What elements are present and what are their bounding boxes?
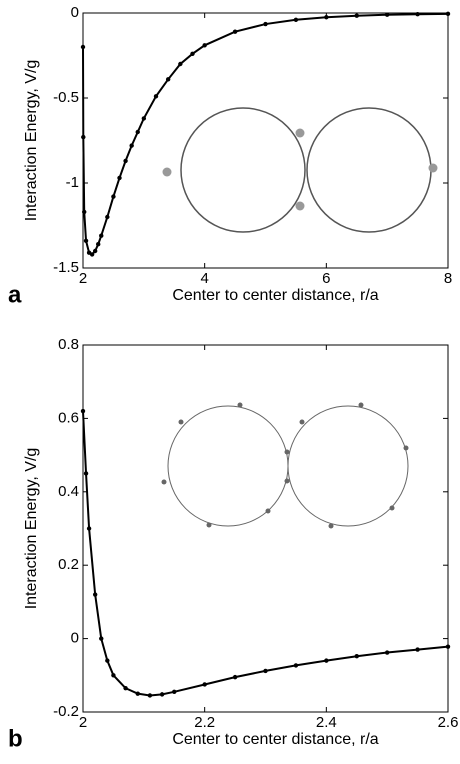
data-point [83,471,89,476]
data-point [384,12,390,17]
data-point [324,658,329,663]
data-point [129,143,134,148]
data-point [202,43,207,48]
panel-label: b [8,725,23,752]
y-tick-label: 0 [71,630,79,647]
data-point [111,194,116,199]
data-point [99,636,104,641]
y-axis-label: Interaction Energy, V/g [23,60,40,222]
data-point [135,129,140,135]
plot-frame [82,12,449,269]
data-point [190,51,195,56]
data-point [80,44,86,50]
data-point [147,693,153,698]
x-axis-label: Center to center distance, r/a [172,287,378,304]
data-point [415,11,420,17]
y-tick-label: -1.5 [53,259,79,276]
plot-frame [82,344,449,713]
data-point [135,691,140,696]
data-point [111,673,116,678]
x-tick-label: 2.4 [316,714,337,731]
panel-label: a [8,281,22,308]
data-point [384,650,390,655]
data-point [159,692,165,697]
y-tick-label: 0.4 [58,483,79,500]
data-point [165,77,171,82]
y-axis-label: Interaction Energy, V/g [23,448,40,610]
data-point [117,175,122,181]
data-point [172,689,177,695]
data-line [82,411,449,697]
data-point [80,408,86,414]
data-point [96,242,101,247]
y-tick-label: 0.2 [58,556,79,573]
data-point [83,238,89,243]
data-point [324,15,329,20]
y-tick-label: 0.8 [58,336,79,353]
data-point [354,13,359,18]
x-tick-label: 2.6 [438,714,459,731]
x-axis-label: Center to center distance, r/a [172,731,378,748]
data-point [354,654,359,659]
data-point [445,11,451,17]
data-point [141,116,147,121]
data-point [232,674,238,680]
y-tick-label: 0.6 [58,409,79,426]
data-point [153,94,159,99]
x-tick-label: 4 [200,270,208,287]
data-point [445,644,451,649]
data-point [202,682,207,687]
data-point [123,158,128,164]
x-tick-label: 6 [322,270,330,287]
x-tick-label: 2 [79,270,87,287]
data-point [232,29,238,34]
data-point [92,592,98,597]
data-point [105,658,110,663]
inset-a [162,107,438,233]
data-point [263,21,268,27]
data-point [82,209,87,215]
data-point [415,647,420,652]
data-point [263,668,268,674]
x-tick-label: 8 [444,270,452,287]
data-point [81,134,86,140]
data-point [99,233,104,238]
data-point [178,61,183,67]
data-point [92,248,98,254]
x-tick-label: 2.2 [194,714,215,731]
x-tick-label: 2 [79,714,87,731]
y-tick-label: -0.2 [53,703,79,720]
inset-b [161,402,409,529]
data-point [105,214,110,220]
y-tick-label: 0 [71,4,79,21]
data-point [89,252,95,257]
y-tick-label: -0.5 [53,89,79,106]
y-tick-label: -1 [66,174,79,191]
data-point [123,685,128,691]
data-point [293,663,299,668]
data-point [293,17,299,22]
data-point [86,526,92,531]
